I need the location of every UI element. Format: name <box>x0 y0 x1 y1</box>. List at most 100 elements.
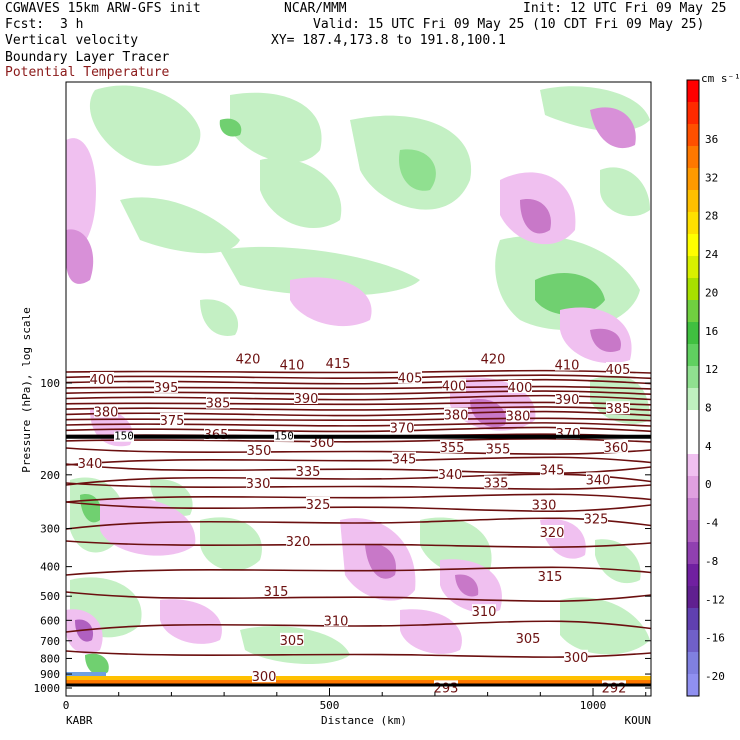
theta-label-bg <box>78 456 102 470</box>
colorbar <box>686 79 700 697</box>
theta-label-bg <box>442 378 466 392</box>
x-axis: 0 500 1000 <box>63 688 647 712</box>
theta-label: 305 <box>280 634 305 649</box>
theta-label-bg <box>392 451 416 465</box>
colorbar-swatch <box>687 300 699 323</box>
theta-contour <box>66 463 651 475</box>
theta-label: 325 <box>584 512 609 527</box>
y-tick-label: 400 <box>40 561 60 574</box>
theta-label-bg <box>555 392 579 406</box>
theta-label: 300 <box>564 651 589 666</box>
left-station-label: KABR <box>66 714 93 727</box>
theta-label: 340 <box>438 468 463 483</box>
theta-label: 310 <box>324 614 349 629</box>
y-tick-label: 500 <box>40 590 60 603</box>
theta-label: 405 <box>606 363 631 378</box>
field-potential-temperature: Potential Temperature <box>5 65 170 80</box>
theta-label-bg <box>154 379 178 393</box>
theta-label-bg <box>324 613 348 627</box>
colorbar-label: -20 <box>705 670 725 683</box>
theta-contour <box>66 406 651 411</box>
colorbar-label: 24 <box>705 248 719 261</box>
x-tick-label: 500 <box>320 699 340 712</box>
colorbar-swatch <box>687 476 699 499</box>
theta-label: 405 <box>398 372 423 387</box>
theta-label-bg <box>484 475 508 489</box>
theta-label: 355 <box>440 441 465 456</box>
theta-label-bg <box>444 407 468 421</box>
theta-label-bg <box>584 511 608 525</box>
colorbar-swatch <box>687 630 699 653</box>
colorbar-label: 12 <box>705 363 718 376</box>
theta-label: 370 <box>556 427 581 442</box>
tropopause-markers: 150 150 <box>114 430 294 443</box>
theta-label: 395 <box>154 381 179 396</box>
theta-label: 330 <box>246 477 271 492</box>
theta-label-bg <box>90 371 114 385</box>
theta-label: 380 <box>94 405 119 420</box>
right-station-label: KOUN <box>625 714 652 727</box>
tropopause-marker: 150 <box>114 430 134 443</box>
theta-label-bg <box>508 379 532 393</box>
theta-label: 360 <box>310 436 335 451</box>
colorbar-swatch <box>687 564 699 587</box>
colorbar-label: -8 <box>705 555 718 568</box>
theta-label: 340 <box>586 473 611 488</box>
colorbar-swatch <box>687 256 699 279</box>
colorbar-swatch <box>687 498 699 521</box>
y-tick-label: 200 <box>40 469 60 482</box>
theta-label-bg <box>540 462 564 476</box>
theta-label: 410 <box>280 359 305 374</box>
colorbar-label: -4 <box>705 517 719 530</box>
theta-label-bg <box>440 439 464 453</box>
colorbar-swatch <box>687 432 699 455</box>
xy-coordinates: XY= 187.4,173.8 to 191.8,100.1 <box>271 33 506 48</box>
y-tick-label: 300 <box>40 523 60 536</box>
theta-label: 360 <box>604 441 629 456</box>
colorbar-label: 8 <box>705 402 712 415</box>
theta-label-bg <box>286 534 310 548</box>
theta-label-bg <box>236 351 260 365</box>
y-axis-label: Pressure (hPa), log scale <box>20 307 33 473</box>
y-tick-label: 1000 <box>34 682 61 695</box>
theta-contour <box>66 482 651 490</box>
theta-label-bg <box>247 443 271 457</box>
theta-contour <box>66 517 651 530</box>
colorbar-label: 28 <box>705 210 718 223</box>
theta-label: 305 <box>516 632 541 647</box>
theta-label: 335 <box>484 477 509 492</box>
valid-time: Valid: 15 UTC Fri 09 May 25 (10 CDT Fri … <box>313 17 705 32</box>
colorbar-swatch <box>687 124 699 147</box>
theta-label: 400 <box>90 373 115 388</box>
colorbar-swatch <box>687 146 699 169</box>
theta-contour <box>66 493 651 503</box>
init-time: Init: 12 UTC Fri 09 May 25 <box>523 1 727 16</box>
theta-label: 420 <box>236 352 261 367</box>
theta-label: 380 <box>506 410 531 425</box>
theta-label: 335 <box>296 465 321 480</box>
theta-label-bg <box>564 649 588 663</box>
theta-label: 330 <box>532 498 557 513</box>
y-tick-label: 600 <box>40 614 60 627</box>
theta-label: 390 <box>294 392 319 407</box>
theta-label: 385 <box>206 397 231 412</box>
potential-temperature-labels: 420 410 415 420 410 405 400 395 405 400 400 390 385 3… <box>78 351 631 696</box>
colorbar-swatch <box>687 608 699 631</box>
field-boundary-layer-tracer: Boundary Layer Tracer <box>5 50 170 65</box>
colorbar-swatch <box>687 102 699 125</box>
theta-label: 400 <box>442 380 467 395</box>
colorbar-label: 36 <box>705 133 718 146</box>
theta-label-bg <box>264 583 288 597</box>
colorbar-swatch <box>687 234 699 257</box>
colorbar-swatch <box>687 454 699 477</box>
y-tick-label: 800 <box>40 652 60 665</box>
y-tick-label: 100 <box>40 377 60 390</box>
colorbar-swatch <box>687 586 699 609</box>
colorbar-label: 16 <box>705 325 718 338</box>
colorbar-swatch <box>687 410 699 433</box>
theta-label-bg <box>555 357 579 371</box>
theta-label-bg <box>516 630 540 644</box>
x-tick-label: 0 <box>63 699 70 712</box>
